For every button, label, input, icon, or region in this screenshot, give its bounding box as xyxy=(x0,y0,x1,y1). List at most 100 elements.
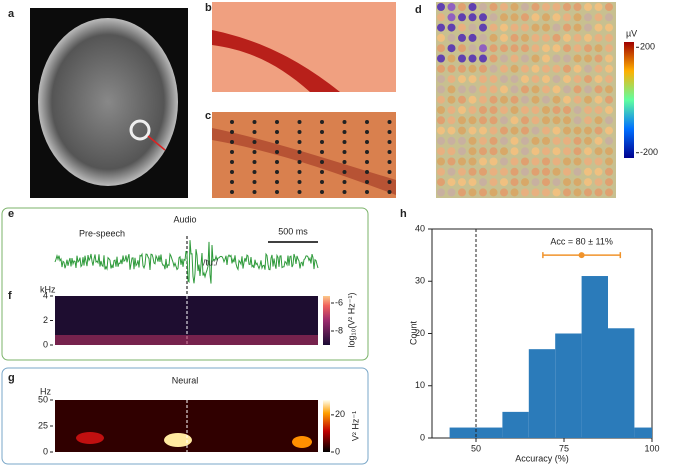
electrode-dot xyxy=(468,126,477,135)
unit: Hz xyxy=(40,386,51,396)
electrode-dot xyxy=(521,126,529,135)
electrode-dot xyxy=(479,178,487,187)
panel-label: f xyxy=(8,290,12,302)
electrode-dot xyxy=(594,178,603,187)
electrode xyxy=(387,140,392,144)
electrode-dot xyxy=(563,157,571,166)
electrode-dot xyxy=(521,106,529,114)
electrode xyxy=(387,170,392,174)
electrode-dot xyxy=(458,13,466,22)
electrode-dot xyxy=(500,44,508,53)
electrode xyxy=(342,150,347,154)
electrode-dot xyxy=(437,95,445,104)
electrode-dot xyxy=(563,95,571,104)
electrode-dot xyxy=(605,85,613,94)
electrode-dot xyxy=(605,95,613,104)
electrode-dot xyxy=(447,106,456,114)
electrode-dot xyxy=(458,3,466,11)
bar xyxy=(634,427,652,438)
electrode-dot xyxy=(510,75,519,84)
electrode-dot xyxy=(573,33,582,42)
electrode-dot xyxy=(563,106,571,114)
electrode xyxy=(252,190,257,194)
electrode-dot xyxy=(521,54,529,63)
electrode-dot xyxy=(447,64,456,73)
electrode-dot xyxy=(521,75,529,84)
electrode-dot xyxy=(510,13,519,22)
electrode-dot xyxy=(584,167,592,176)
electrode-dot xyxy=(489,95,498,104)
electrode-dot xyxy=(542,23,550,32)
electrode-dot xyxy=(521,157,529,166)
electrode-dot xyxy=(479,44,487,53)
electrode-dot xyxy=(594,136,603,145)
scale-label: 500 ms xyxy=(278,226,308,236)
electrode-dot xyxy=(521,3,529,11)
electrode-dot xyxy=(479,13,487,22)
electrode-dot xyxy=(521,13,529,22)
electrode-dot xyxy=(489,85,498,94)
vessel xyxy=(212,128,396,195)
electrode-dot xyxy=(489,126,498,135)
electrode xyxy=(297,120,302,124)
electrode-dot xyxy=(605,23,613,32)
electrode-dot xyxy=(542,3,550,11)
electrode-dot xyxy=(573,85,582,94)
electrode xyxy=(297,160,302,164)
electrode-dot xyxy=(552,54,561,63)
electrode xyxy=(387,130,392,134)
electrode-dot xyxy=(542,147,550,156)
mean-point xyxy=(578,252,585,259)
electrode-dot xyxy=(552,23,561,32)
electrode-dot xyxy=(468,64,477,73)
electrode-dot xyxy=(500,95,508,104)
electrode xyxy=(297,140,302,144)
electrode-dot xyxy=(531,95,540,104)
electrode-dot xyxy=(458,95,466,104)
tick-label: 200 xyxy=(640,42,655,52)
electrode-dot xyxy=(468,136,477,145)
electrode-dot xyxy=(521,23,529,32)
electrode-dot xyxy=(468,44,477,53)
bar xyxy=(502,411,529,438)
electrode-dot xyxy=(479,157,487,166)
electrode-dot xyxy=(489,178,498,187)
electrode-dot xyxy=(594,85,603,94)
electrode-dot xyxy=(510,85,519,94)
electrode-dot xyxy=(500,23,508,32)
electrode-dot xyxy=(468,85,477,94)
electrode xyxy=(230,160,234,164)
unit: kHz xyxy=(40,284,56,294)
electrode-dot xyxy=(458,54,466,63)
electrode-dot xyxy=(500,75,508,84)
electrode xyxy=(387,190,392,194)
electrode-dot xyxy=(552,95,561,104)
electrode-dot xyxy=(468,54,477,63)
electrode-dot xyxy=(594,188,603,197)
electrode-dot xyxy=(605,3,613,11)
electrode-dot xyxy=(563,126,571,135)
electrode-dot xyxy=(605,126,613,135)
electrode-dot xyxy=(510,157,519,166)
electrode-dot xyxy=(458,44,466,53)
electrode-dot xyxy=(489,33,498,42)
electrode-dot xyxy=(542,126,550,135)
electrode-dot xyxy=(521,44,529,53)
electrode xyxy=(275,160,279,164)
electrode xyxy=(342,130,347,134)
electrode xyxy=(297,170,302,174)
electrode-dot xyxy=(468,147,477,156)
electrode-dot xyxy=(510,44,519,53)
electrode xyxy=(387,160,392,164)
electrode-dot xyxy=(573,13,582,22)
panel-label: g xyxy=(8,372,15,384)
electrode xyxy=(252,160,257,164)
electrode-dot xyxy=(458,157,466,166)
electrode-dot xyxy=(458,64,466,73)
electrode-dot xyxy=(468,157,477,166)
electrode xyxy=(252,150,257,154)
x-tick-label: 100 xyxy=(644,443,659,453)
electrode-dot xyxy=(479,85,487,94)
electrode-dot xyxy=(521,95,529,104)
electrode-dot xyxy=(573,23,582,32)
